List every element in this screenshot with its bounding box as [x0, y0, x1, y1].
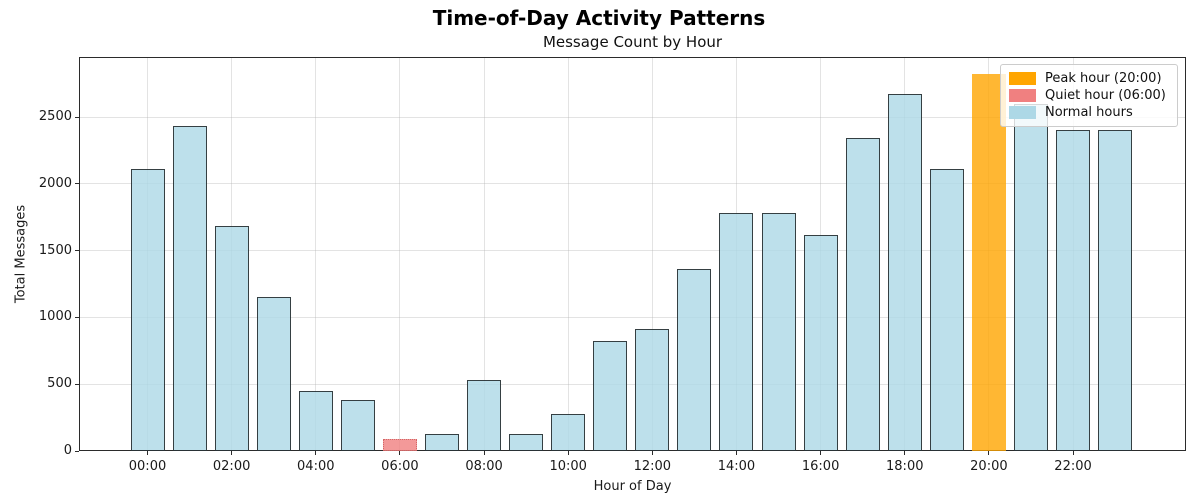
- bar-03:00: [256, 297, 291, 451]
- bar-06:00: [382, 438, 417, 451]
- x-tick-label-10:00: 10:00: [549, 459, 587, 474]
- x-tick-16:00: [820, 451, 822, 455]
- x-tick-18:00: [904, 451, 906, 455]
- bar-18:00: [887, 94, 922, 451]
- x-tick-label-16:00: 16:00: [801, 459, 840, 474]
- y-tick-0: [75, 450, 79, 452]
- x-tick-label-20:00: 20:00: [970, 459, 1008, 474]
- bar-14:00: [719, 213, 754, 451]
- legend-row-quiet: Quiet hour (06:00): [1009, 87, 1169, 104]
- y-tick-label-0: 0: [63, 443, 72, 458]
- x-tick-14:00: [735, 451, 737, 455]
- bar-17:00: [845, 137, 880, 451]
- y-tick-2000: [75, 183, 79, 185]
- legend-swatch-normal: [1009, 106, 1036, 119]
- gridline-h-2000: [79, 183, 1186, 185]
- x-tick-04:00: [315, 451, 317, 455]
- y-tick-500: [75, 383, 79, 385]
- bar-00:00: [130, 169, 165, 451]
- gridline-v-08:00: [483, 57, 485, 451]
- y-tick-label-1000: 1000: [38, 309, 72, 325]
- x-tick-label-00:00: 00:00: [128, 459, 167, 474]
- bar-13:00: [677, 269, 712, 451]
- y-tick-label-1500: 1500: [38, 242, 72, 258]
- plot-frame: [79, 57, 1186, 451]
- gridline-v-12:00: [651, 57, 653, 451]
- gridline-v-10:00: [567, 57, 569, 451]
- bar-22:00: [1056, 130, 1091, 451]
- gridline-h-500: [79, 383, 1186, 385]
- gridline-h-2500: [79, 116, 1186, 118]
- bar-16:00: [803, 235, 838, 451]
- bar-21:00: [1013, 103, 1048, 451]
- y-tick-1500: [75, 250, 79, 252]
- bar-15:00: [761, 213, 796, 451]
- x-tick-12:00: [651, 451, 653, 455]
- x-tick-label-22:00: 22:00: [1054, 459, 1092, 474]
- x-tick-label-02:00: 02:00: [212, 459, 251, 474]
- gridline-v-04:00: [315, 57, 317, 451]
- x-tick-label-18:00: 18:00: [886, 459, 924, 474]
- bar-19:00: [929, 169, 964, 451]
- x-tick-20:00: [988, 451, 990, 455]
- legend-label-peak: Peak hour (20:00): [1045, 71, 1162, 86]
- gridline-h-1500: [79, 250, 1186, 252]
- legend-row-normal: Normal hours: [1009, 104, 1169, 121]
- legend-swatch-peak: [1009, 72, 1036, 85]
- gridline-v-06:00: [399, 57, 401, 451]
- y-tick-label-2000: 2000: [38, 175, 72, 191]
- y-tick-1000: [75, 316, 79, 318]
- y-tick-2500: [75, 116, 79, 118]
- chart-subtitle: Message Count by Hour: [542, 33, 723, 51]
- x-tick-08:00: [483, 451, 485, 455]
- bar-09:00: [509, 434, 544, 451]
- bar-05:00: [340, 399, 375, 451]
- bar-12:00: [635, 329, 670, 451]
- x-tick-06:00: [399, 451, 401, 455]
- bar-20:00: [971, 74, 1006, 451]
- bar-07:00: [424, 434, 459, 451]
- bar-23:00: [1098, 130, 1133, 451]
- legend-label-normal: Normal hours: [1045, 105, 1133, 120]
- x-tick-label-14:00: 14:00: [717, 459, 756, 474]
- x-tick-02:00: [231, 451, 233, 455]
- y-tick-label-500: 500: [47, 376, 72, 392]
- bar-10:00: [551, 413, 586, 451]
- y-tick-label-2500: 2500: [38, 109, 72, 125]
- legend-row-peak: Peak hour (20:00): [1009, 70, 1169, 87]
- gridline-h-1000: [79, 316, 1186, 318]
- y-axis-label: Total Messages: [13, 204, 29, 304]
- x-tick-label-08:00: 08:00: [465, 459, 503, 474]
- x-tick-10:00: [567, 451, 569, 455]
- bar-04:00: [298, 390, 333, 451]
- x-tick-00:00: [147, 451, 148, 455]
- x-tick-label-12:00: 12:00: [633, 459, 672, 474]
- x-tick-label-06:00: 06:00: [381, 459, 419, 474]
- legend-swatch-quiet: [1009, 89, 1036, 102]
- bar-01:00: [172, 126, 207, 451]
- x-tick-label-04:00: 04:00: [297, 459, 335, 474]
- bar-11:00: [593, 340, 628, 451]
- legend-label-quiet: Quiet hour (06:00): [1045, 88, 1166, 103]
- x-axis-label: Hour of Day: [593, 479, 672, 494]
- bar-02:00: [214, 225, 249, 451]
- bar-08:00: [467, 380, 502, 451]
- x-tick-22:00: [1072, 451, 1074, 455]
- legend: Peak hour (20:00) Quiet hour (06:00) Nor…: [1000, 64, 1178, 127]
- chart-title: Time-of-Day Activity Patterns: [432, 6, 766, 30]
